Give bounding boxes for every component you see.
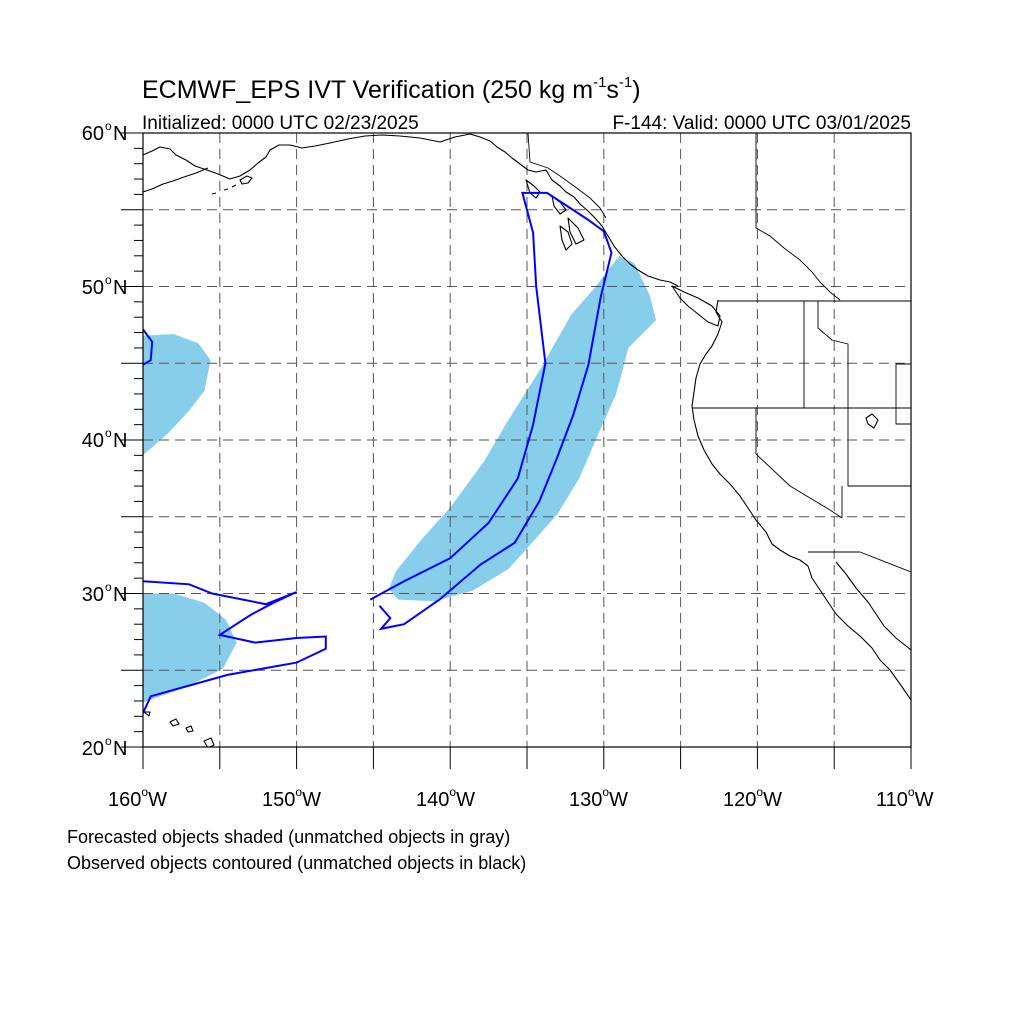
- lon-label-150: 150oW: [262, 785, 321, 811]
- lat-suffix-60: N: [113, 123, 127, 145]
- hawaiian-islands: [143, 711, 215, 747]
- lat-label-50: 50: [82, 277, 104, 299]
- lon-label-130: 130oW: [569, 785, 628, 811]
- lat-label-40: 40: [82, 430, 104, 452]
- alaska-peninsula: [143, 167, 209, 193]
- plot-area: [143, 133, 911, 747]
- baja-california-coast: [807, 565, 911, 701]
- lat-suffix-50: N: [113, 277, 127, 299]
- haida-gwaii: [559, 225, 573, 251]
- chart-title: ECMWF_EPS IVT Verification (250 kg m-1s-…: [142, 74, 641, 104]
- coastline-layer: [143, 133, 911, 747]
- observed-objects-layer: [143, 191, 613, 714]
- lat-suffix-20: N: [113, 738, 127, 760]
- forecast-objects-layer: [143, 255, 656, 703]
- forecast-object-northwest-object: [143, 334, 211, 456]
- lon-label-160: 160oW: [108, 785, 167, 811]
- longitude-labels: 160oW 150oW 140oW 130oW 120oW 110oW: [108, 785, 934, 811]
- initialized-label: Initialized: 0000 UTC 02/23/2025: [142, 113, 419, 134]
- legend-observed: Observed objects contoured (unmatched ob…: [67, 853, 526, 873]
- alaska-panhandle-coastline: [479, 136, 679, 287]
- lat-deg-20: o: [105, 734, 112, 748]
- lat-suffix-30: N: [113, 584, 127, 606]
- alaska-islands: [211, 184, 237, 195]
- latitude-labels: 60 o N 50 o N 40 o N 30 o N 20 o N: [82, 119, 128, 760]
- great-salt-lake: [865, 413, 879, 429]
- us-west-coastline: [691, 299, 809, 567]
- state-borders: [692, 301, 911, 573]
- lat-label-60: 60: [82, 123, 104, 145]
- observed-contour-northwest-object: [143, 328, 154, 366]
- lat-suffix-40: N: [113, 430, 127, 452]
- forecast-object-subtropical-object: [143, 593, 237, 703]
- lat-label-20: 20: [82, 738, 104, 760]
- lat-label-30: 30: [82, 584, 104, 606]
- legend-forecast: Forecasted objects shaded (unmatched obj…: [67, 827, 510, 847]
- vancouver-island: [671, 285, 721, 327]
- axis-ticks: [121, 132, 912, 769]
- lon-label-120: 120oW: [723, 785, 782, 811]
- lat-deg-30: o: [105, 580, 112, 594]
- observed-contour-subtropical-object: [143, 580, 327, 714]
- observed-contour-atmospheric-river: [369, 191, 613, 631]
- alaska-canada-border: [527, 133, 607, 219]
- valid-time-label: F-144: Valid: 0000 UTC 03/01/2025: [612, 113, 911, 134]
- kodiak-island: [239, 175, 253, 185]
- bc-alberta-border: [755, 133, 841, 301]
- gridlines-layer: [143, 133, 911, 747]
- lat-deg-40: o: [105, 426, 112, 440]
- lat-deg-50: o: [105, 273, 112, 287]
- alaska-coastline: [143, 133, 481, 180]
- lon-label-110: 110oW: [876, 785, 934, 811]
- forecast-object-atmospheric-river: [388, 255, 656, 602]
- lat-deg-60: o: [105, 119, 112, 133]
- gulf-of-california-coast: [835, 561, 911, 651]
- lon-label-140: 140oW: [416, 785, 475, 811]
